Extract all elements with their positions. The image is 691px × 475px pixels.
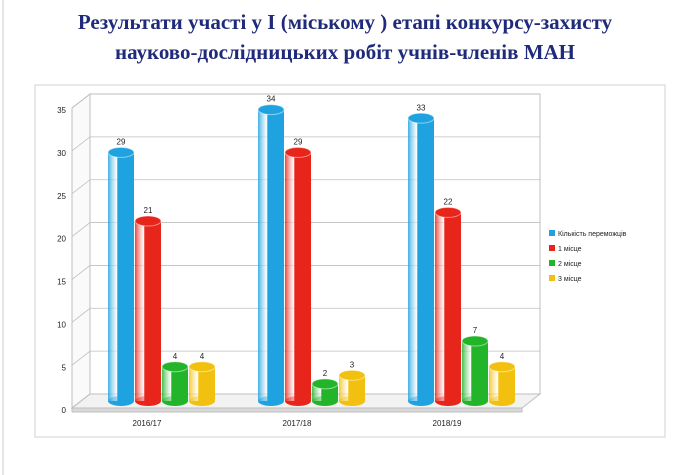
value-label: 33	[417, 103, 426, 112]
value-label: 22	[444, 198, 453, 207]
legend-label: 2 місце	[558, 260, 582, 268]
y-tick-label: 10	[57, 320, 66, 329]
legend-swatch	[549, 230, 555, 236]
grid-line	[71, 93, 540, 109]
value-label: 3	[350, 360, 355, 369]
bar	[188, 361, 216, 406]
bar	[161, 361, 189, 406]
value-label: 21	[144, 206, 153, 215]
value-label: 29	[294, 138, 303, 147]
bar	[407, 112, 435, 406]
grid-line	[71, 136, 540, 152]
legend-label: Кількість переможців	[558, 230, 627, 238]
floor-edge	[71, 407, 523, 413]
value-label: 29	[117, 138, 126, 147]
bar	[284, 146, 312, 406]
grid-line	[71, 265, 540, 280]
y-tick-label: 20	[57, 235, 66, 244]
chart-title: науково-дослідницьких робіт учнів-членів…	[115, 40, 575, 64]
bar	[434, 206, 462, 406]
value-label: 4	[173, 352, 178, 361]
chart-title: Результати участі у І (міському ) етапі …	[78, 10, 613, 34]
y-tick-label: 15	[57, 278, 66, 287]
grid-line	[71, 350, 540, 366]
y-tick-label: 25	[57, 192, 66, 201]
legend-swatch	[549, 275, 555, 281]
bar	[311, 378, 339, 406]
side-wall	[71, 92, 91, 410]
y-tick-label: 5	[62, 363, 67, 372]
x-tick-label: 2018/19	[433, 419, 462, 428]
x-tick-label: 2016/17	[133, 419, 162, 428]
legend-label: 3 місце	[558, 275, 582, 283]
bar	[257, 104, 285, 406]
grid-line	[71, 393, 540, 409]
value-label: 2	[323, 369, 328, 378]
y-tick-label: 30	[57, 149, 66, 158]
legend-label: 1 місце	[558, 245, 582, 253]
grid-line	[71, 179, 540, 195]
value-label: 4	[500, 352, 505, 361]
y-tick-label: 0	[62, 406, 67, 415]
legend-swatch	[549, 260, 555, 266]
bar	[107, 146, 135, 406]
y-tick-label: 35	[57, 106, 66, 115]
x-tick-label: 2017/18	[283, 419, 312, 428]
legend-swatch	[549, 245, 555, 251]
grid-line	[71, 307, 540, 323]
bar	[488, 361, 516, 406]
bar	[338, 369, 366, 406]
value-label: 34	[267, 95, 276, 104]
grid-line	[71, 222, 540, 237]
bar	[134, 215, 162, 406]
value-label: 4	[200, 352, 205, 361]
value-label: 7	[473, 326, 478, 335]
bar	[461, 335, 489, 406]
